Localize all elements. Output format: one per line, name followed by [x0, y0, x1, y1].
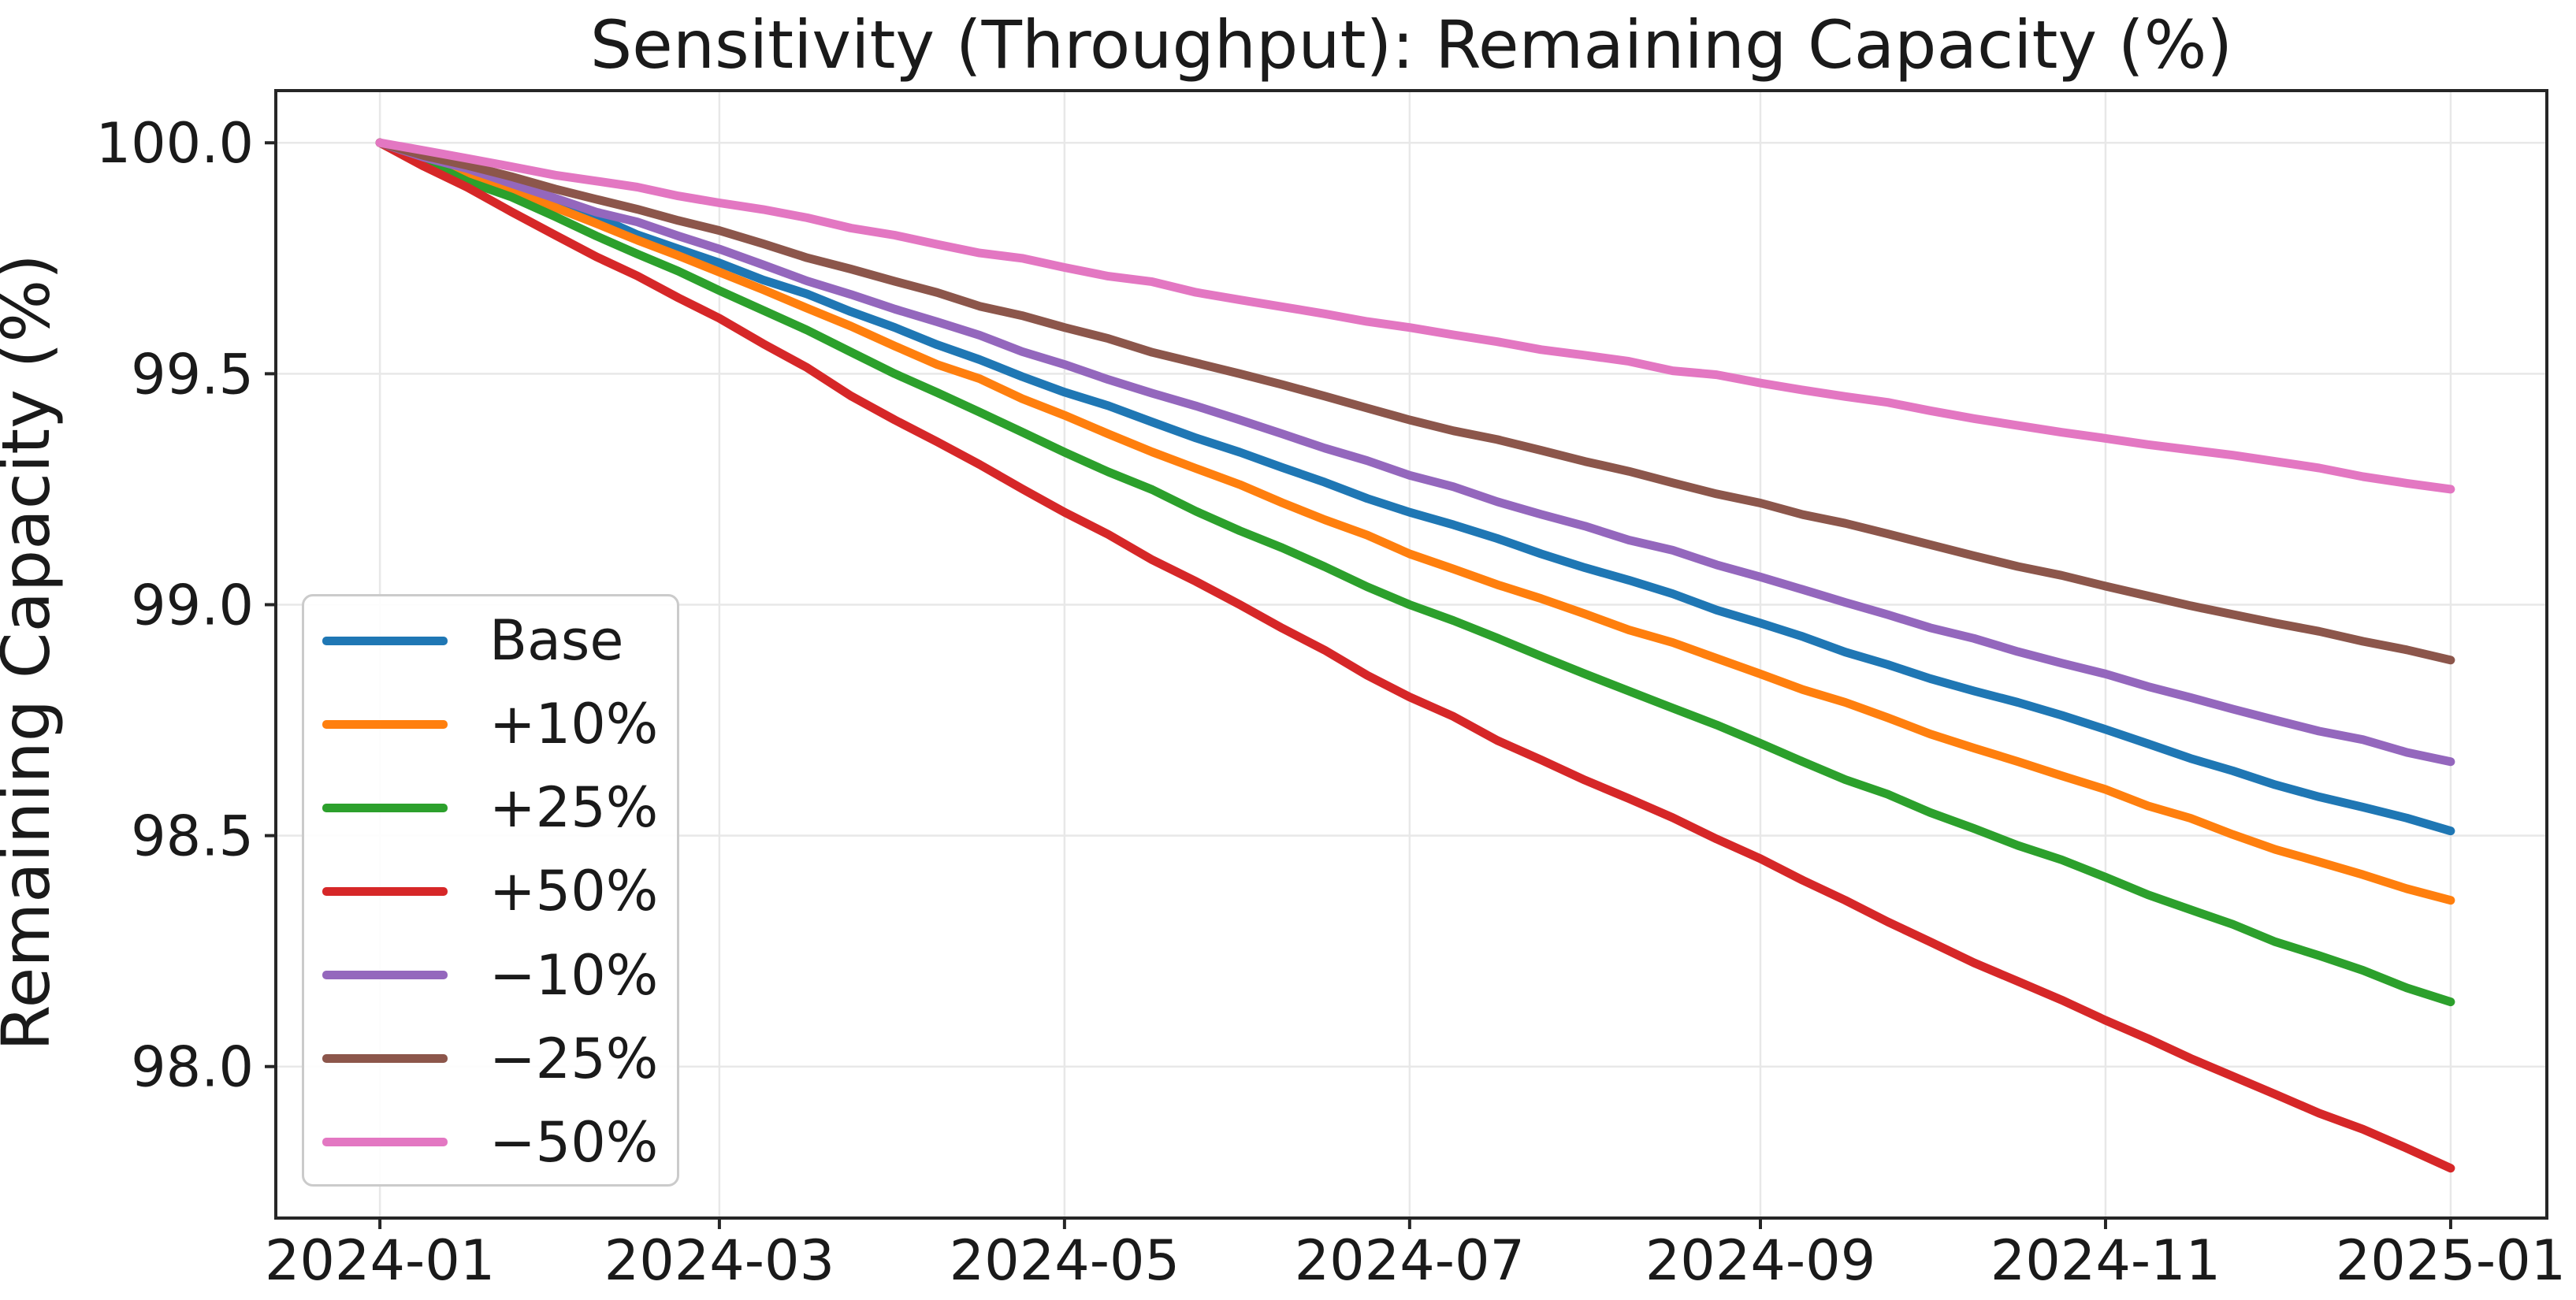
- x-tick-label: 2024-11: [1991, 1228, 2221, 1293]
- x-tick-label: 2025-01: [2336, 1228, 2566, 1293]
- chart-title: Sensitivity (Throughput): Remaining Capa…: [590, 6, 2232, 84]
- y-tick-label: 98.5: [131, 804, 254, 869]
- x-tick-label: 2024-05: [950, 1228, 1180, 1293]
- legend-label: Base: [489, 608, 624, 674]
- legend-line-swatch: [322, 886, 448, 896]
- x-tick-label: 2024-09: [1645, 1228, 1875, 1293]
- series-line-−10%: [375, 138, 2455, 767]
- legend: Base +10% +25% +50% −10% −25% −50%: [302, 594, 679, 1187]
- y-tick-label: 100.0: [96, 111, 254, 176]
- legend-line-swatch: [322, 1138, 448, 1147]
- legend-item: +10%: [322, 682, 677, 766]
- x-tick-label: 2024-01: [265, 1228, 495, 1293]
- series-line-Base: [375, 138, 2455, 836]
- axis-ticks: [265, 141, 2452, 1229]
- y-tick-label: 98.0: [131, 1035, 254, 1100]
- legend-line-swatch: [322, 803, 448, 812]
- axes-frame: [274, 89, 2548, 1220]
- series-lines: [375, 138, 2455, 1173]
- x-tick-label: 2024-03: [604, 1228, 835, 1293]
- legend-item: +25%: [322, 766, 677, 849]
- series-line-−50%: [375, 138, 2455, 494]
- legend-item: +50%: [322, 849, 677, 933]
- y-axis-label: Remaining Capacity (%): [0, 254, 65, 1051]
- series-line-+25%: [375, 138, 2455, 1007]
- y-tick-label: 99.0: [131, 573, 254, 637]
- axis-tick-labels: 2024-01 2024-03 2024-05 2024-07 2024-09 2024-…: [96, 111, 2567, 1293]
- legend-line-swatch: [322, 719, 448, 729]
- y-tick-label: 99.5: [131, 342, 254, 407]
- legend-line-swatch: [322, 636, 448, 645]
- legend-item: Base: [322, 599, 677, 682]
- legend-item: −25%: [322, 1017, 677, 1101]
- x-tick-label: 2024-07: [1295, 1228, 1525, 1293]
- legend-line-swatch: [322, 971, 448, 980]
- legend-label: −25%: [489, 1026, 659, 1091]
- legend-label: +25%: [489, 775, 659, 841]
- legend-line-swatch: [322, 1054, 448, 1064]
- legend-label: −10%: [489, 942, 659, 1008]
- series-line-+50%: [375, 138, 2455, 1173]
- legend-item: −10%: [322, 934, 677, 1017]
- legend-item: −50%: [322, 1101, 677, 1184]
- series-line-−25%: [375, 138, 2455, 665]
- series-line-+10%: [375, 138, 2455, 905]
- legend-label: +10%: [489, 692, 659, 757]
- legend-label: +50%: [489, 859, 659, 924]
- legend-label: −50%: [489, 1109, 659, 1175]
